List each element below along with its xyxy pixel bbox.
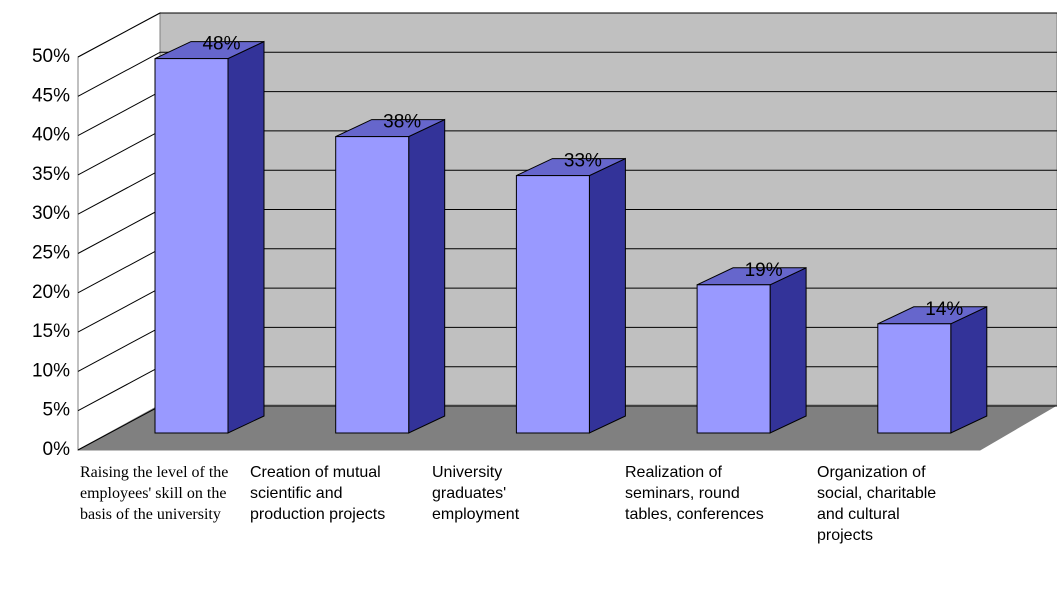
- data-label: 48%: [202, 34, 240, 55]
- bar-side: [950, 306, 988, 434]
- y-tick-label: 30%: [32, 203, 70, 224]
- grid-line-side: [77, 248, 161, 294]
- grid-line-side: [77, 366, 161, 412]
- grid-line-side: [77, 12, 161, 58]
- grid-line-side: [77, 91, 161, 137]
- grid-line-side: [77, 209, 161, 254]
- bar-side: [769, 267, 807, 434]
- bar: [696, 284, 771, 434]
- grid-line-side: [77, 287, 161, 333]
- grid-line-side: [77, 169, 161, 215]
- grid-line-side: [77, 326, 161, 372]
- y-tick-label: 15%: [32, 321, 70, 342]
- bar: [515, 175, 590, 434]
- y-tick-label: 5%: [43, 400, 71, 421]
- data-label: 38%: [383, 112, 421, 133]
- x-tick-label: Realization of seminars, round tables, c…: [625, 464, 764, 523]
- bar: [154, 58, 229, 434]
- x-tick-label: University graduates' employment: [432, 464, 520, 523]
- bar-side: [227, 40, 265, 434]
- y-tick-label: 50%: [32, 46, 70, 67]
- y-tick-label: 35%: [32, 164, 70, 185]
- y-tick-label: 25%: [32, 243, 70, 264]
- x-tick-label: Raising the level of the employees' skil…: [80, 464, 229, 523]
- data-label: 33%: [564, 151, 602, 172]
- floor-edge: [78, 404, 1057, 451]
- y-tick-label: 40%: [32, 125, 70, 146]
- bar: [877, 323, 952, 434]
- data-label: 19%: [745, 260, 783, 281]
- grid-line-side: [77, 130, 161, 176]
- x-tick-label: Creation of mutual scientific and produc…: [250, 464, 386, 523]
- bar-side: [588, 157, 626, 434]
- y-tick-label: 20%: [32, 282, 70, 303]
- y-tick-label: 10%: [32, 360, 70, 381]
- grid-line-side: [77, 51, 161, 97]
- data-label: 14%: [925, 299, 963, 320]
- bar: [335, 136, 410, 434]
- grid-line-side: [77, 405, 161, 451]
- y-tick-label: 45%: [32, 85, 70, 106]
- y-tick-label: 0%: [43, 439, 71, 460]
- bar-side: [408, 118, 446, 434]
- x-tick-label: Organization of social, charitable and c…: [817, 464, 937, 544]
